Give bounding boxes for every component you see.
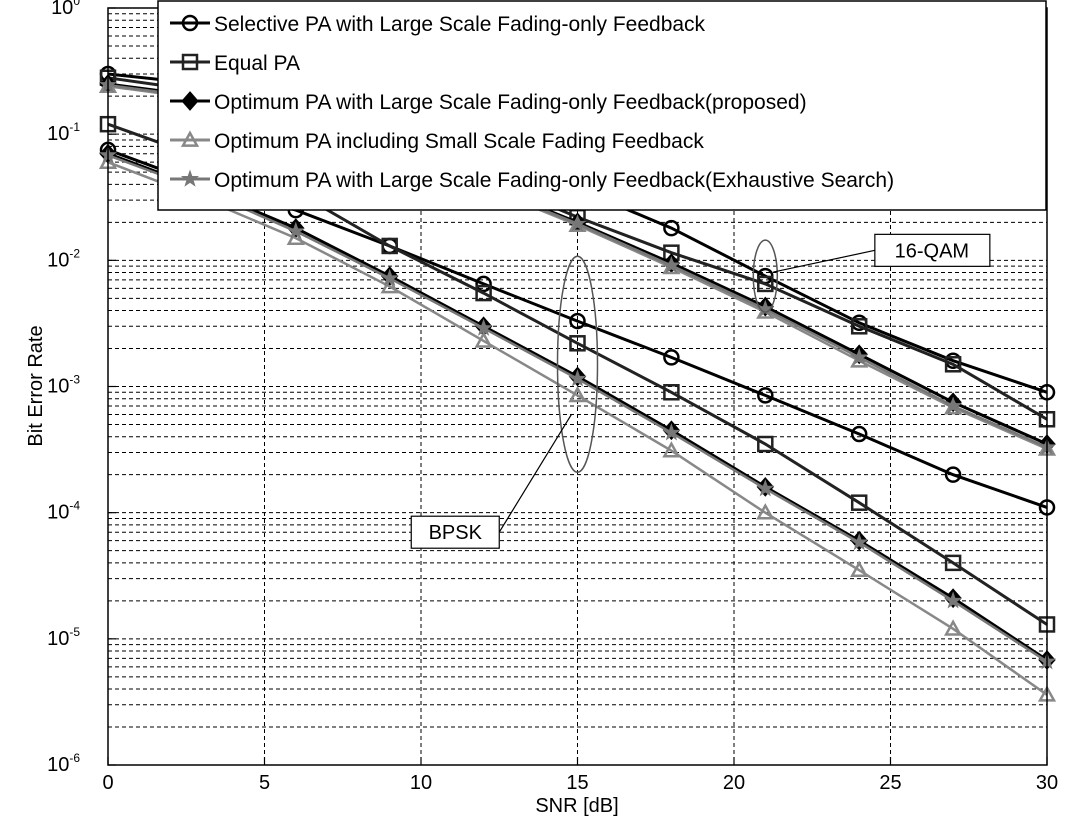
legend-label: Optimum PA including Small Scale Fading … [214,130,704,153]
y-tick-label: 10-4 [47,499,80,524]
qam-label: 16-QAM [895,240,969,262]
data-point-marker [181,91,199,111]
data-point-marker [475,284,492,302]
legend-entry: Equal PA [170,52,300,75]
data-point-marker [944,396,963,414]
y-tick-label: 10-6 [47,751,80,776]
data-point-marker [569,335,586,352]
y-tick-label: 100 [51,0,80,19]
data-point-marker [662,423,681,441]
annotation-layer: 16-QAM BPSK [410,233,991,549]
data-point-marker [474,331,493,348]
data-point-marker [663,384,680,401]
data-point-marker [943,619,963,636]
qam-group-ellipse [752,239,779,313]
legend-label: Optimum PA with Large Scale Fading-only … [214,91,807,114]
legend-entry: Optimum PA with Large Scale Fading-only … [170,91,807,114]
data-point-marker [474,318,493,336]
data-point-marker [180,169,200,187]
x-tick-label: 20 [723,772,745,794]
data-point-marker [850,425,868,443]
data-point-marker [381,237,398,255]
data-point-marker [850,560,869,578]
data-point-marker [569,312,586,330]
data-point-marker [850,494,868,511]
x-tick-label: 5 [259,772,270,794]
data-point-marker [180,130,200,147]
data-point-marker [757,435,774,453]
x-tick-label: 10 [410,772,432,794]
legend-entry: Optimum PA with Large Scale Fading-only … [170,169,894,192]
x-tick-label: 0 [102,772,113,794]
data-point-marker [568,369,587,387]
data-point-marker [663,219,680,237]
legend-label: Selective PA with Large Scale Fading-onl… [214,13,706,36]
data-point-marker [850,318,868,335]
x-tick-label: 15 [566,772,588,794]
legend-box [157,0,1047,211]
bpsk-label: BPSK [429,522,483,544]
data-point-marker [475,275,492,293]
data-point-marker [756,479,775,497]
y-tick-label: 10-1 [47,120,80,145]
data-point-marker [757,275,774,293]
legend-label: Optimum PA with Large Scale Fading-only … [214,169,894,192]
y-axis-label: Bit Error Rate [25,325,47,446]
y-axis-ticks: 10-6 10-5 10-4 10-3 10-2 10-1 100 [47,0,116,776]
data-point-marker [944,356,962,373]
data-point-marker [662,441,681,458]
data-point-marker [380,276,399,294]
data-point-marker [568,385,587,403]
x-tick-label: 30 [1036,772,1058,794]
data-point-marker [944,591,963,609]
data-point-marker [663,349,680,366]
qam-leader-line [773,249,875,273]
legend-entry: Selective PA with Large Scale Fading-onl… [170,13,706,36]
data-point-marker [662,255,681,274]
x-axis-ticks: 0 5 10 15 20 25 30 [102,757,1058,794]
data-point-marker [944,554,962,572]
data-point-marker [568,214,587,232]
y-tick-label: 10-3 [47,373,80,398]
bpsk-group-ellipse [556,255,599,474]
legend-entry: Optimum PA including Small Scale Fading … [170,130,704,153]
data-point-marker [756,503,775,520]
bpsk-label-box [410,515,500,549]
bpsk-leader-line [498,413,573,533]
data-point-marker [850,532,869,551]
legend: Selective PA with Large Scale Fading-onl… [157,0,1047,211]
data-point-marker [757,387,774,404]
x-axis-label: SNR [dB] [535,795,618,817]
data-point-marker [181,14,199,32]
legend-label: Equal PA [214,52,300,75]
data-point-marker [380,268,399,287]
y-tick-label: 10-2 [47,246,80,271]
data-point-marker [286,221,305,239]
data-point-marker [181,53,199,71]
data-point-marker [944,466,962,483]
x-tick-label: 25 [879,772,901,794]
qam-label-box [874,233,991,267]
y-tick-label: 10-5 [47,625,80,650]
series-line [107,161,1048,696]
data-point-marker [850,347,869,366]
